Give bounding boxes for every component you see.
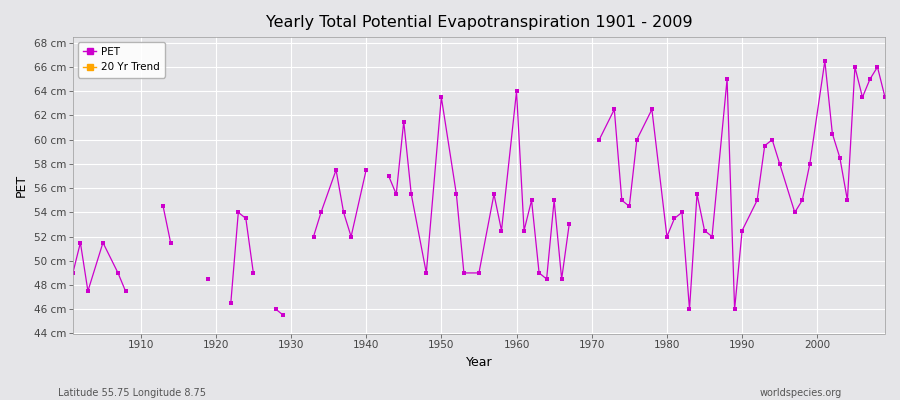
Text: worldspecies.org: worldspecies.org	[760, 388, 842, 398]
Text: Latitude 55.75 Longitude 8.75: Latitude 55.75 Longitude 8.75	[58, 388, 206, 398]
Title: Yearly Total Potential Evapotranspiration 1901 - 2009: Yearly Total Potential Evapotranspiratio…	[266, 15, 692, 30]
X-axis label: Year: Year	[465, 356, 492, 369]
Y-axis label: PET: PET	[15, 174, 28, 197]
Legend: PET, 20 Yr Trend: PET, 20 Yr Trend	[78, 42, 165, 78]
